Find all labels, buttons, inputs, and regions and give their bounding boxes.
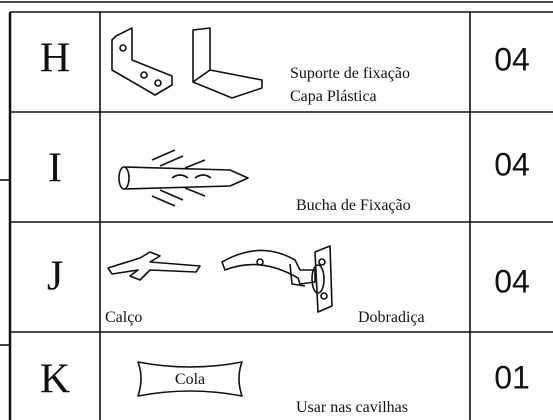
part-letter: J: [47, 254, 63, 300]
part-quantity: 04: [494, 263, 530, 299]
part-letter: K: [40, 357, 70, 403]
part-quantity: 04: [494, 41, 530, 77]
part-quantity: 01: [494, 359, 530, 395]
bracket-illustration: [111, 27, 263, 99]
part-label: Capa Plástica: [290, 88, 377, 105]
part-label: Usar nas cavilhas: [296, 399, 408, 416]
part-letter: H: [40, 36, 70, 82]
part-label: Calço: [105, 309, 142, 326]
shim-illustration: [107, 251, 201, 281]
part-label: Suporte de fixação: [290, 65, 410, 82]
glue-tag-label: Cola: [175, 371, 205, 388]
part-label: Bucha de Fixação: [296, 197, 411, 214]
anchor-illustration: [118, 149, 249, 207]
part-quantity: 04: [494, 146, 530, 182]
part-label: Dobradiça: [358, 309, 425, 326]
hinge-illustration: [221, 245, 333, 313]
part-letter: I: [48, 146, 62, 192]
glue-tag: [137, 361, 243, 397]
